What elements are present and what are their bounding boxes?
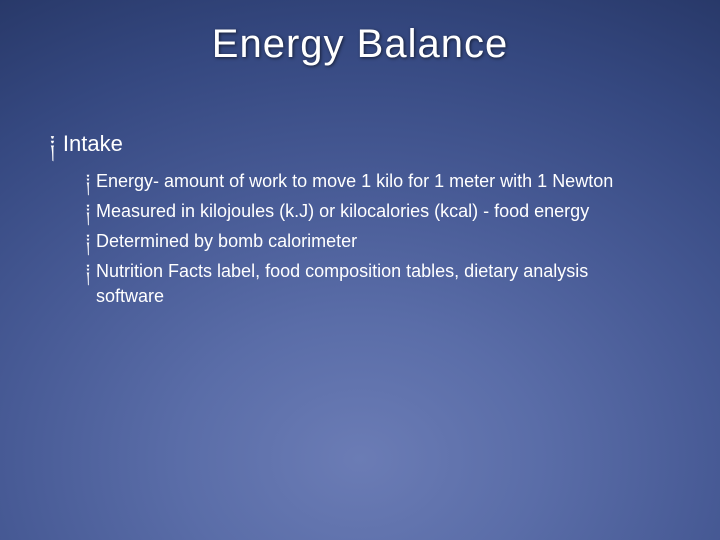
slide-title: Energy Balance [0,22,720,67]
list-item: ༐ Energy- amount of work to move 1 kilo … [86,169,660,193]
bullet-icon: ༐ [86,229,90,253]
slide-body: ༐ Intake ༐ Energy- amount of work to mov… [50,130,660,314]
bullet-icon: ༐ [86,259,90,283]
bullet-text: Nutrition Facts label, food composition … [96,259,660,308]
bullet-icon: ༐ [86,199,90,223]
bullet-text: Measured in kilojoules (k.J) or kilocalo… [96,199,589,223]
bullet-text: Energy- amount of work to move 1 kilo fo… [96,169,613,193]
sub-list: ༐ Energy- amount of work to move 1 kilo … [86,169,660,308]
bullet-text: Intake [63,130,123,159]
bullet-text: Determined by bomb calorimeter [96,229,357,253]
list-item: ༐ Measured in kilojoules (k.J) or kiloca… [86,199,660,223]
list-item: ༐ Determined by bomb calorimeter [86,229,660,253]
slide: Energy Balance ༐ Intake ༐ Energy- amount… [0,0,720,540]
bullet-icon: ༐ [86,169,90,193]
list-item: ༐ Nutrition Facts label, food compositio… [86,259,660,308]
bullet-icon: ༐ [50,130,55,159]
list-item: ༐ Intake [50,130,660,159]
